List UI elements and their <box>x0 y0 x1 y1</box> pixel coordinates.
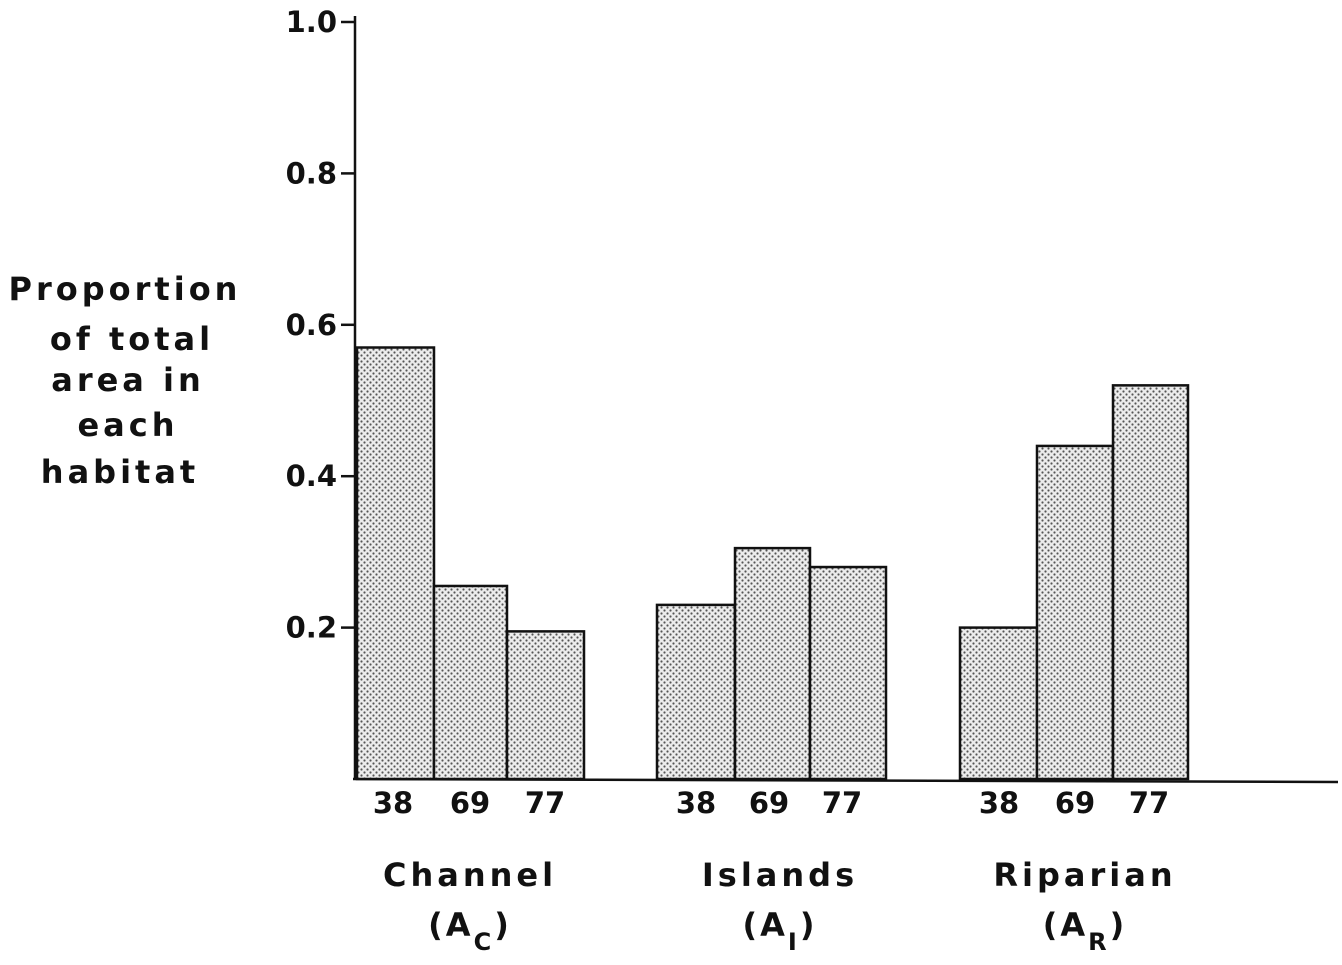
y-tick-label: 0.4 <box>286 459 337 493</box>
y-axis-label-line: habitat <box>41 453 199 491</box>
y-axis-label-line: each <box>77 406 178 444</box>
group-label: Islands <box>702 856 858 894</box>
y-axis-label-line: Proportion <box>9 270 242 308</box>
bar <box>432 584 509 781</box>
y-ticks: 1.0 0.8 0.6 0.4 0.2 <box>286 5 355 645</box>
group-symbol: (AI) <box>743 906 818 956</box>
y-axis-label-line: area in <box>51 361 205 399</box>
x-tick-label: 77 <box>822 786 862 820</box>
bar <box>958 626 1039 781</box>
bar <box>505 630 586 781</box>
bar <box>655 603 737 781</box>
x-tick-label: 69 <box>749 786 789 820</box>
category-labels: 38 69 77 38 69 77 38 69 77 <box>373 786 1169 820</box>
bar <box>1111 384 1190 781</box>
x-tick-label: 38 <box>979 786 1019 820</box>
x-tick-label: 69 <box>450 786 490 820</box>
group-symbol: (AR) <box>1043 906 1128 956</box>
x-tick-label: 38 <box>676 786 716 820</box>
y-axis-label: Proportion of total area in each habitat <box>9 270 242 491</box>
x-tick-label: 77 <box>1129 786 1169 820</box>
bars <box>355 346 1190 781</box>
bar <box>733 546 812 781</box>
y-tick-label: 0.2 <box>286 611 337 645</box>
y-axis-label-line: of total <box>50 320 214 358</box>
y-tick-label: 1.0 <box>286 5 337 39</box>
group-label: Channel <box>383 856 557 894</box>
group-symbol: (AC) <box>428 906 512 956</box>
y-tick-label: 0.8 <box>286 156 337 190</box>
x-tick-label: 38 <box>373 786 413 820</box>
bar <box>1035 444 1115 781</box>
bar <box>355 346 436 781</box>
y-tick-label: 0.6 <box>286 308 337 342</box>
bar <box>808 565 888 781</box>
x-tick-label: 77 <box>525 786 565 820</box>
group-labels: Channel (AC) Islands (AI) Riparian (AR) <box>383 856 1176 956</box>
group-label: Riparian <box>993 856 1176 894</box>
x-tick-label: 69 <box>1055 786 1095 820</box>
